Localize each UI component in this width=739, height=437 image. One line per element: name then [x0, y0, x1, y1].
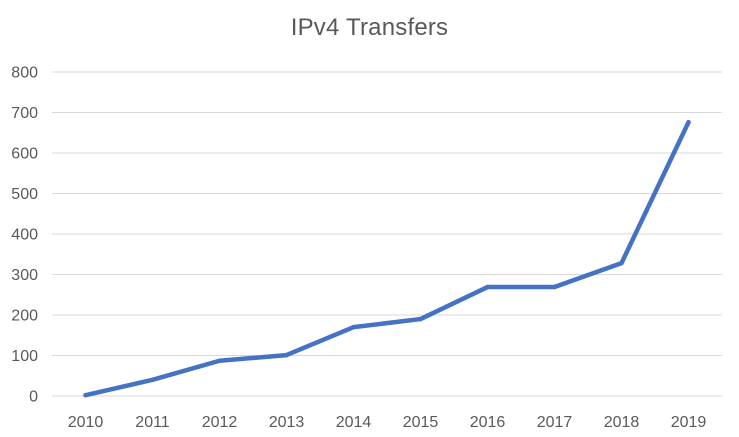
data-point — [351, 324, 356, 330]
y-tick-label: 300 — [11, 267, 38, 284]
chart-title: IPv4 Transfers — [290, 14, 449, 41]
x-tick-label: 2017 — [537, 414, 573, 431]
y-tick-label: 0 — [29, 389, 38, 406]
data-point — [552, 284, 557, 290]
y-tick-label: 800 — [11, 65, 38, 82]
y-tick-label: 500 — [11, 186, 38, 203]
data-point — [686, 120, 691, 125]
x-tick-label: 2015 — [403, 414, 439, 431]
series-layer — [83, 119, 691, 398]
y-axis-tick-labels: 0 100 200 300 400 500 600 700 800 — [11, 65, 38, 406]
gridlines — [52, 71, 722, 397]
data-point — [284, 352, 289, 358]
data-point — [150, 377, 155, 382]
data-point — [485, 284, 490, 290]
data-point — [619, 260, 624, 266]
x-tick-label: 2016 — [470, 414, 506, 431]
x-axis-tick-labels: 2010 2011 2012 2013 2014 2015 2016 2017 2018 2019 — [68, 414, 707, 431]
x-tick-label: 2013 — [269, 414, 305, 431]
y-tick-label: 400 — [11, 227, 38, 244]
y-tick-label: 200 — [11, 308, 38, 325]
y-tick-label: 600 — [11, 146, 38, 163]
y-tick-label: 700 — [11, 105, 38, 122]
x-tick-label: 2011 — [135, 414, 170, 431]
x-tick-label: 2019 — [671, 414, 707, 431]
data-point — [418, 316, 423, 322]
x-tick-label: 2014 — [336, 414, 372, 431]
data-point — [83, 392, 88, 398]
y-tick-label: 100 — [11, 348, 38, 365]
series-line — [83, 119, 691, 398]
x-tick-label: 2018 — [604, 414, 640, 431]
x-tick-label: 2010 — [68, 414, 104, 431]
data-point — [217, 358, 222, 363]
x-tick-label: 2012 — [202, 414, 238, 431]
